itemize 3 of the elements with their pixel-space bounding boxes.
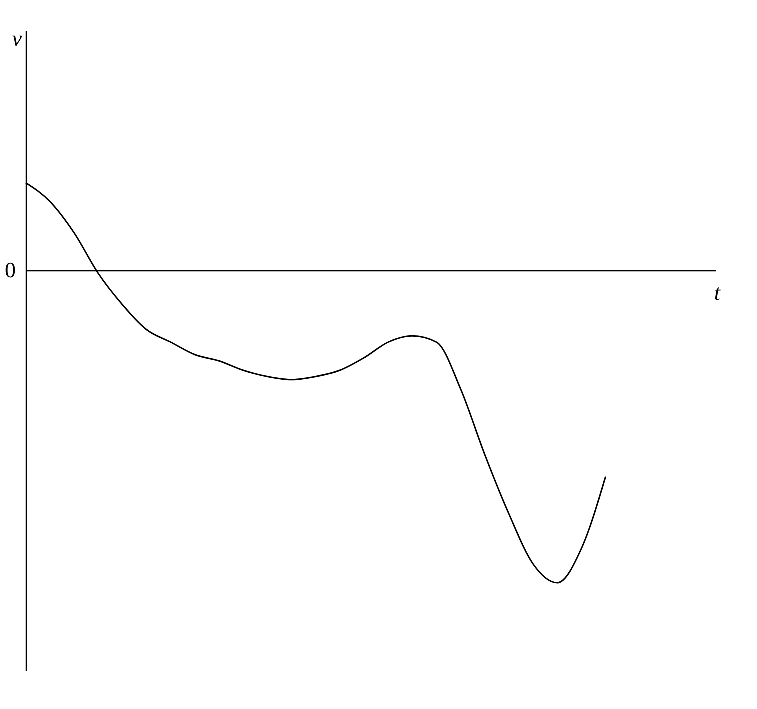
text: v: [12, 26, 22, 51]
annotation: 0: [5, 258, 16, 282]
x-axis-title: t: [714, 280, 722, 305]
